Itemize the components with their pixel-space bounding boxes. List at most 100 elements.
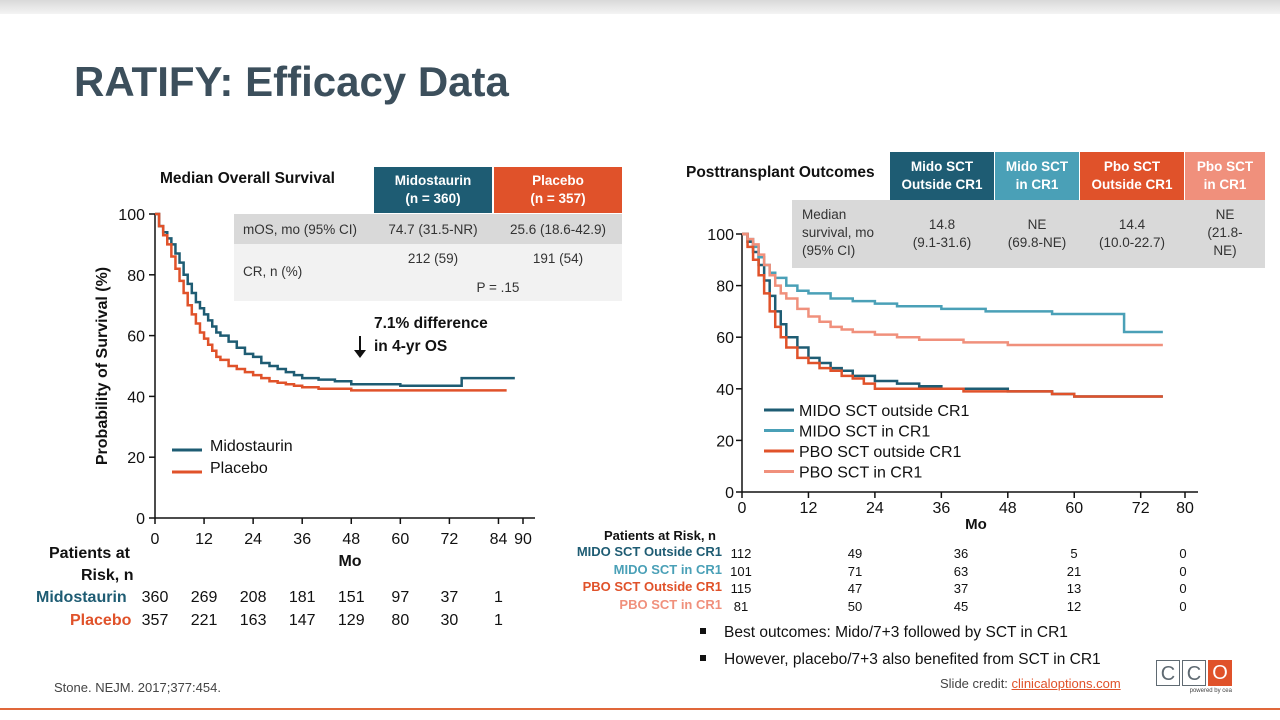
left-y-tick-label: 100 [118, 207, 145, 224]
left-heading: Median Overall Survival [160, 170, 335, 187]
right-legend-label: MIDO SCT outside CR1 [799, 403, 970, 420]
bullet-square-icon [700, 627, 706, 634]
right-val-pbo-cr1: NE (21.8- NE) [1207, 207, 1243, 258]
left-y-tick-label: 40 [127, 389, 145, 406]
left-y-tick-label: 60 [127, 329, 145, 346]
right-risk-value: 0 [1179, 546, 1187, 561]
left-y-tick-label: 20 [127, 450, 145, 467]
right-risk-value: 49 [847, 546, 863, 561]
left-risk-header-1: Patients at [49, 545, 130, 562]
left-risk-value: 208 [239, 589, 267, 606]
left-x-tick-label: 90 [514, 531, 532, 548]
right-risk-value: 13 [1066, 581, 1082, 596]
right-risk-value: 112 [730, 546, 752, 561]
left-chart: 0 20 40 60 80 100 0 12 24 36 48 60 72 84 90 Mo Probabili… [94, 207, 535, 570]
left-x-tick-label: 24 [244, 531, 262, 548]
right-series-line-pbo-cr1 [742, 232, 1163, 347]
citation: Stone. NEJM. 2017;377:454. [54, 680, 221, 695]
left-mos-placebo: 25.6 (18.6-42.9) [509, 222, 607, 237]
logo-letter-o: O [1208, 660, 1232, 686]
right-heading: Posttransplant Outcomes [686, 164, 875, 181]
left-col-header-placebo: Placebo (n = 357) [494, 167, 622, 213]
right-risk-value: 50 [847, 598, 863, 614]
right-risk-value: 0 [1179, 581, 1187, 596]
right-val-mido-cr1: NE (69.8-NE) [1007, 217, 1067, 250]
right-y-tick-label: 100 [707, 227, 734, 244]
left-risk-value: 360 [141, 589, 169, 606]
right-risk-value: 81 [733, 598, 749, 614]
left-series-line-midostaurin [155, 212, 515, 388]
left-x-tick-label: 36 [293, 531, 311, 548]
right-x-tick-label: 24 [866, 500, 884, 517]
right-row-label: Median survival, mo (95% CI) [802, 207, 875, 258]
annotation-arrow-head [354, 350, 366, 358]
cco-logo: C C O powered by cea [1156, 660, 1232, 700]
bullet-1: Best outcomes: Mido/7+3 followed by SCT … [700, 624, 1068, 642]
left-cr-placebo: 191 (54) [532, 251, 584, 266]
right-val-mido-outside: 14.8 (9.1-31.6) [912, 217, 972, 250]
right-col-header-mido-outside: Mido SCT Outside CR1 [890, 152, 994, 200]
right-risk-value: 12 [1066, 598, 1082, 614]
right-x-tick-label: 0 [738, 500, 747, 517]
right-series-line-pbo-outside [742, 232, 1163, 398]
left-x-tick-label: 72 [441, 531, 459, 548]
slide-title: RATIFY: Efficacy Data [74, 58, 509, 105]
logo-letter-c1: C [1156, 660, 1180, 686]
slide-credit: Slide credit: clinicaloptions.com [940, 676, 1121, 691]
left-legend-label: Placebo [210, 460, 268, 477]
right-val-pbo-outside: 14.4 (10.0-22.7) [1098, 217, 1166, 250]
right-col-header-pbo-cr1: Pbo SCT in CR1 [1185, 152, 1265, 200]
left-y-tick-label: 80 [127, 268, 145, 285]
left-y-tick-label: 0 [136, 511, 145, 528]
right-x-tick-label: 60 [1065, 500, 1083, 517]
left-risk-value: 269 [190, 589, 218, 606]
left-risk-label-placebo: Placebo [70, 612, 132, 629]
right-risk-label: PBO SCT in CR1 [619, 596, 722, 612]
left-risk-value: 80 [391, 612, 410, 629]
left-series-line-placebo [155, 212, 507, 392]
left-table-row1-bg [234, 214, 622, 244]
left-legend-label: Midostaurin [210, 438, 293, 455]
right-risk-value: 63 [953, 563, 969, 579]
left-risk-value: 30 [440, 612, 459, 629]
logo-letter-c2: C [1182, 660, 1206, 686]
left-risk-value: 37 [440, 589, 459, 606]
left-risk-value: 129 [337, 612, 365, 629]
right-legend-label: MIDO SCT in CR1 [799, 424, 930, 441]
bottom-rule [0, 708, 1280, 710]
right-y-tick-label: 60 [716, 330, 734, 347]
left-p-value: P = .15 [476, 280, 520, 295]
right-x-tick-label: 72 [1132, 500, 1150, 517]
right-series-line-mido-outside [742, 232, 1163, 398]
right-risk-value: 37 [953, 581, 969, 596]
right-risk-label: MIDO SCT in CR1 [613, 561, 722, 577]
left-x-tick-label: 0 [151, 531, 160, 548]
right-risk-value: 0 [1179, 563, 1187, 579]
left-x-tick-label: 84 [490, 531, 508, 548]
right-y-tick-label: 40 [716, 382, 734, 399]
left-risk-value: 1 [494, 612, 503, 629]
left-x-axis-label: Mo [338, 553, 361, 570]
right-legend-label: PBO SCT in CR1 [799, 465, 922, 482]
right-y-tick-label: 80 [716, 279, 734, 296]
right-risk-value: 5 [1070, 546, 1078, 561]
left-risk-header-2: Risk, n [81, 567, 134, 584]
left-row-label-cr: CR, n (%) [243, 264, 303, 279]
right-x-axis-label: Mo [965, 516, 987, 533]
left-risk-value: 221 [190, 612, 218, 629]
right-risk-label: PBO SCT Outside CR1 [582, 579, 722, 594]
left-x-tick-label: 48 [342, 531, 360, 548]
right-x-tick-label: 36 [932, 500, 950, 517]
clinicaloptions-link[interactable]: clinicaloptions.com [1011, 676, 1121, 691]
right-risk-value: 0 [1179, 598, 1187, 614]
annotation-line2: in 4-yr OS [374, 338, 447, 355]
right-risk-value: 45 [953, 598, 969, 614]
right-risk-value: 115 [730, 581, 752, 596]
right-risk-label: MIDO SCT Outside CR1 [576, 544, 722, 559]
left-x-tick-label: 12 [195, 531, 213, 548]
left-risk-value: 1 [494, 589, 503, 606]
left-risk-value: 181 [288, 589, 316, 606]
right-series-line-mido-cr1 [742, 232, 1163, 334]
right-risk-value: 36 [953, 546, 969, 561]
slide-credit-prefix: Slide credit: [940, 676, 1012, 691]
